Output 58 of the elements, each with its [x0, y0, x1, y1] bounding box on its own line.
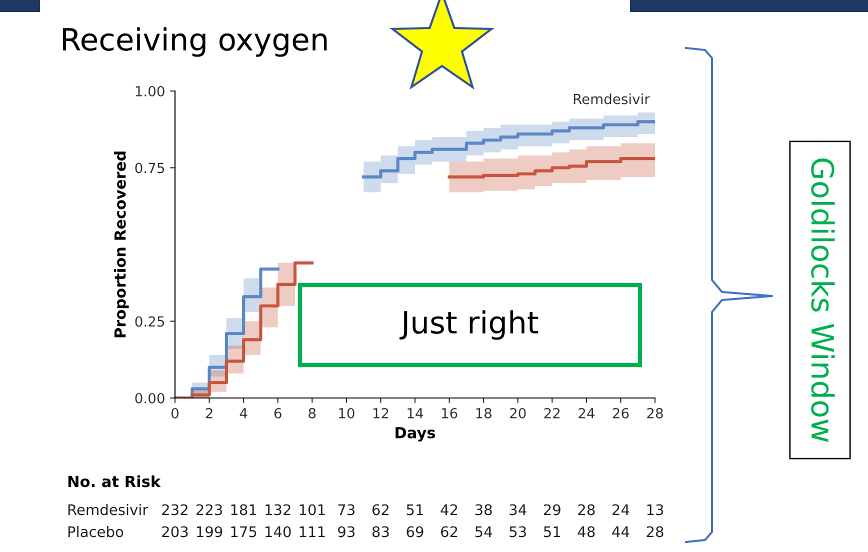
- text: 51: [406, 504, 423, 516]
- x-tick-label: 10: [339, 408, 354, 418]
- text: 101: [300, 504, 325, 516]
- text: 62: [441, 526, 458, 538]
- x-tick-label: 16: [442, 408, 458, 418]
- text: Remdesivir: [68, 504, 148, 516]
- text: 73: [338, 504, 355, 516]
- x-tick-label: 4: [240, 408, 248, 418]
- x-tick-label: 22: [544, 408, 560, 418]
- text: 29: [544, 504, 560, 516]
- text: 132: [266, 504, 290, 516]
- text: 175: [231, 526, 256, 538]
- y-tick-label: 0.75: [135, 162, 164, 174]
- text: 38: [475, 504, 492, 516]
- text: 223: [196, 504, 222, 516]
- text: 54: [475, 526, 492, 538]
- y-tick-label: 0.25: [135, 316, 164, 327]
- x-tick-label: 14: [408, 408, 424, 418]
- text: 83: [372, 526, 389, 538]
- y-axis-title: Proportion Recovered: [114, 152, 129, 338]
- text: 44: [612, 526, 630, 538]
- text: No. at Risk: [68, 475, 161, 488]
- series-label: Remdesivir: [574, 93, 650, 104]
- text: 34: [510, 504, 526, 516]
- text: 62: [372, 504, 389, 516]
- text: 28: [646, 526, 664, 538]
- text: 42: [440, 504, 458, 516]
- text: 69: [406, 526, 424, 538]
- x-tick-label: 28: [647, 408, 663, 418]
- text: 232: [162, 504, 188, 516]
- text: 181: [231, 504, 256, 516]
- text: 203: [162, 526, 188, 538]
- y-tick-label: 1.00: [136, 86, 164, 96]
- x-tick-label: 26: [612, 408, 629, 418]
- text: 140: [266, 526, 291, 538]
- text: 51: [544, 526, 560, 538]
- x-axis-title: Days: [396, 427, 436, 442]
- text: 111: [300, 526, 325, 538]
- annotation: Just right: [400, 310, 538, 340]
- text: Receiving oxygen: [63, 27, 327, 57]
- text: 24: [612, 504, 630, 516]
- x-tick-label: 6: [274, 408, 282, 418]
- x-tick-label: 2: [206, 408, 212, 418]
- y-tick-label: 0.00: [135, 392, 164, 404]
- x-tick-label: 8: [308, 408, 316, 418]
- text: 199: [196, 526, 222, 538]
- text: 53: [510, 526, 526, 538]
- text: 93: [338, 526, 355, 538]
- x-tick-label: 12: [373, 408, 388, 418]
- x-tick-label: 20: [510, 408, 526, 418]
- text: 13: [647, 504, 664, 516]
- x-tick-label: 0: [171, 408, 178, 418]
- x-tick-label: 18: [476, 408, 492, 418]
- text: Goldilocks Window: [811, 158, 835, 442]
- x-tick-label: 24: [578, 408, 594, 418]
- text: 48: [578, 526, 595, 538]
- text: 28: [578, 504, 595, 516]
- text: Placebo: [68, 526, 124, 538]
